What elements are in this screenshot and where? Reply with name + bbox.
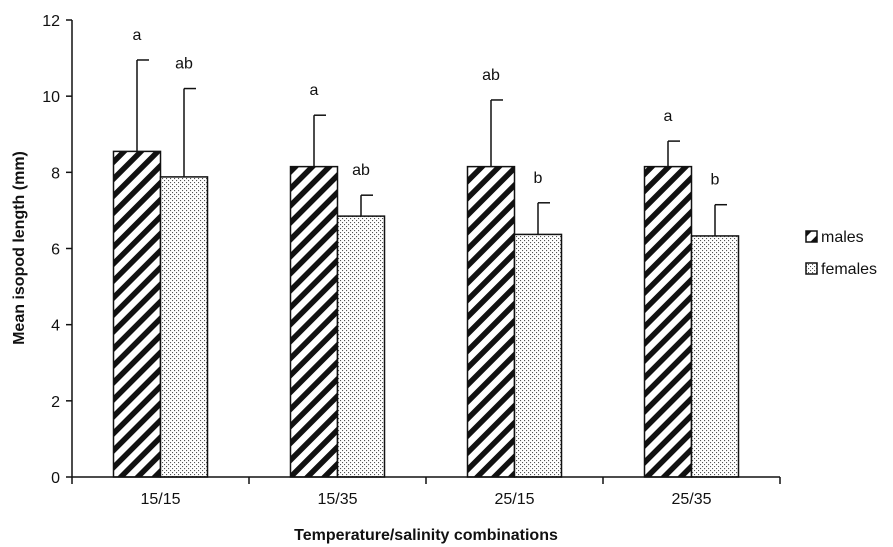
significance-label: ab: [482, 67, 500, 84]
bar-females-25-35: [690, 235, 740, 478]
plot-area: a a ab a ab ab b b: [112, 27, 740, 478]
legend-label-females: females: [821, 261, 877, 278]
bar-females-15-35: [336, 215, 386, 478]
legend: males females: [805, 229, 877, 278]
x-tick-label: 15/35: [317, 491, 357, 508]
x-axis-title: Temperature/salinity combinations: [294, 527, 558, 544]
significance-label: a: [133, 27, 142, 44]
bar-males-25-35: [643, 165, 693, 478]
y-tick-label: 10: [42, 89, 60, 106]
x-tick-label: 15/15: [140, 491, 180, 508]
significance-label: a: [664, 108, 673, 125]
bar-females-25-15: [513, 233, 563, 478]
x-tick-label: 25/15: [494, 491, 534, 508]
x-tick-label: 25/35: [671, 491, 711, 508]
y-tick-label: 0: [51, 470, 60, 487]
significance-label: ab: [352, 162, 370, 179]
legend-swatch-females: [805, 262, 818, 275]
y-tick-label: 12: [42, 13, 60, 30]
significance-label: b: [534, 170, 543, 187]
legend-item-females: females: [805, 261, 877, 278]
legend-label-males: males: [821, 229, 864, 246]
bar-males-15-35: [289, 165, 339, 478]
series-females: ab ab b b: [159, 56, 740, 478]
legend-item-males: males: [805, 229, 864, 246]
legend-swatch-males: [805, 230, 818, 243]
bar-males-25-15: [466, 165, 516, 478]
y-axis-ticks: 0 2 4 6 8 10 12: [42, 13, 72, 487]
y-tick-label: 6: [51, 242, 60, 259]
bar-females-15-15: [159, 176, 209, 478]
y-tick-label: 2: [51, 394, 60, 411]
y-axis-title: Mean isopod length (mm): [11, 151, 28, 345]
significance-label: a: [310, 82, 319, 99]
y-tick-label: 4: [51, 318, 60, 335]
y-tick-label: 8: [51, 165, 60, 182]
bar-males-15-15: [112, 150, 162, 478]
series-males: a a ab a: [112, 27, 693, 478]
significance-label: ab: [175, 56, 193, 73]
significance-label: b: [711, 172, 720, 189]
x-axis-ticks: 15/15 15/35 25/15 25/35: [71, 477, 781, 508]
